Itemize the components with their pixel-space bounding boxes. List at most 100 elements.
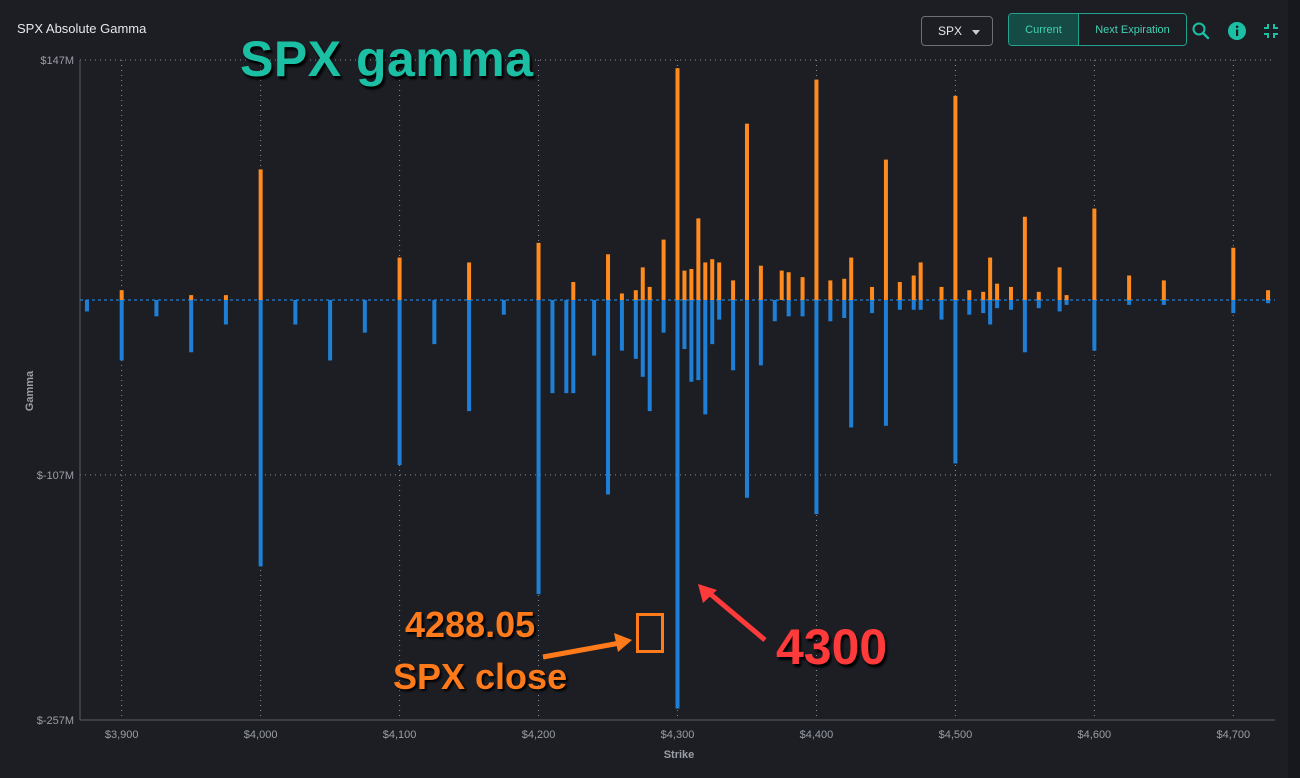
put-bar: [953, 300, 958, 464]
call-bar: [967, 290, 972, 300]
x-axis-label: Strike: [664, 749, 695, 761]
call-bar: [897, 282, 902, 300]
put-bar: [258, 300, 263, 567]
call-bar: [258, 169, 263, 300]
x-tick-label: $4,300: [661, 729, 695, 741]
put-bar: [571, 300, 576, 394]
put-bar: [758, 300, 763, 366]
call-bar: [1231, 247, 1236, 300]
call-bar: [828, 280, 833, 300]
x-tick-label: $4,600: [1078, 729, 1112, 741]
overlay-title: SPX gamma: [240, 31, 534, 87]
put-bar: [119, 300, 124, 361]
put-bar: [682, 300, 687, 350]
put-bar: [1057, 300, 1062, 312]
call-bar: [1127, 275, 1132, 300]
put-bar: [536, 300, 541, 595]
call-bar: [744, 123, 749, 301]
call-bar: [189, 295, 194, 300]
call-bar: [1008, 286, 1013, 300]
put-bar: [84, 300, 89, 312]
toggle-next-expiration-button[interactable]: Next Expiration: [1079, 14, 1186, 45]
x-tick-label: $4,200: [522, 729, 556, 741]
collapse-icon[interactable]: [1261, 21, 1281, 41]
put-bar: [592, 300, 597, 356]
call-bar: [223, 295, 228, 300]
call-bar: [800, 277, 805, 300]
call-bar: [633, 290, 638, 300]
put-bar: [717, 300, 722, 320]
axes: [79, 60, 1275, 721]
put-bar: [995, 300, 1000, 309]
put-bar: [640, 300, 645, 377]
strike-arrow-head: [698, 584, 717, 603]
call-bar: [1092, 208, 1097, 300]
put-bar: [606, 300, 611, 495]
call-bar: [1266, 290, 1271, 300]
close-value-annotation: 4288.05: [405, 604, 536, 645]
call-bar: [703, 262, 708, 300]
info-icon[interactable]: [1227, 21, 1247, 41]
y-tick-label: $-107M: [37, 470, 74, 482]
call-bar: [1057, 267, 1062, 300]
put-bar: [786, 300, 791, 317]
call-bar: [606, 254, 611, 300]
put-bar: [967, 300, 972, 315]
put-bar: [564, 300, 569, 394]
toggle-current-button[interactable]: Current: [1009, 14, 1079, 45]
symbol-select[interactable]: SPX: [921, 16, 993, 46]
call-bar: [870, 286, 875, 300]
strike-arrow: [706, 590, 767, 642]
put-bar: [362, 300, 367, 333]
put-bar: [842, 300, 847, 318]
x-tick-label: $4,700: [1216, 729, 1250, 741]
put-bar: [828, 300, 833, 322]
call-bar: [918, 262, 923, 300]
call-bar: [717, 262, 722, 300]
call-bar: [1036, 291, 1041, 300]
y-tick-label: $-257M: [37, 715, 74, 727]
call-bar: [981, 291, 986, 300]
put-bar: [696, 300, 701, 381]
x-tick-label: $4,500: [939, 729, 973, 741]
x-tick-label: $3,900: [105, 729, 139, 741]
put-bar: [501, 300, 506, 315]
call-bar: [988, 257, 993, 300]
close-arrow-head: [614, 633, 632, 652]
call-bar: [675, 68, 680, 300]
put-bar: [154, 300, 159, 317]
put-bar: [744, 300, 749, 498]
search-icon[interactable]: [1191, 21, 1211, 41]
call-bar: [696, 218, 701, 300]
put-bar: [1266, 300, 1271, 304]
y-tick-label: $147M: [40, 55, 74, 67]
call-bar: [536, 242, 541, 300]
put-bar: [703, 300, 708, 415]
put-bar: [293, 300, 298, 325]
call-bar: [883, 159, 888, 300]
put-bar: [675, 300, 680, 709]
call-bar: [647, 286, 652, 300]
call-bar: [786, 272, 791, 300]
gamma-bars: [84, 68, 1271, 709]
put-bar: [710, 300, 715, 345]
put-bar: [918, 300, 923, 310]
put-bar: [731, 300, 736, 371]
put-bar: [1231, 300, 1236, 314]
call-bar: [1064, 295, 1069, 300]
call-bar: [779, 270, 784, 300]
put-bar: [432, 300, 437, 345]
chevron-down-icon: [972, 30, 980, 35]
put-bar: [897, 300, 902, 310]
call-bar: [619, 293, 624, 300]
put-bar: [397, 300, 402, 466]
put-bar: [328, 300, 333, 361]
put-bar: [988, 300, 993, 325]
put-bar: [1161, 300, 1166, 305]
call-bar: [467, 262, 472, 300]
put-bar: [939, 300, 944, 320]
put-bar: [619, 300, 624, 351]
call-bar: [842, 278, 847, 300]
put-bar: [981, 300, 986, 314]
call-bar: [758, 265, 763, 300]
